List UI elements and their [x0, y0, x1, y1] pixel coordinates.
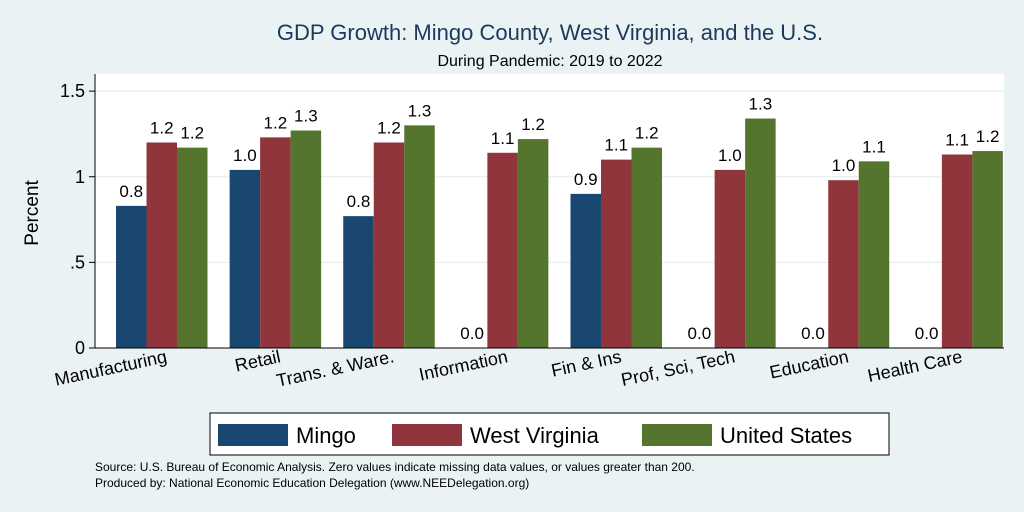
bar-value-label: 1.2 [180, 124, 204, 143]
bar [828, 180, 859, 348]
bar-value-label: 0.8 [347, 192, 371, 211]
bar-value-label: 0.0 [801, 324, 825, 343]
category-label: Education [768, 346, 850, 382]
bar [260, 137, 291, 348]
bar [858, 161, 890, 348]
bar-value-label: 0.0 [688, 324, 712, 343]
legend-label-west-virginia: West Virginia [470, 423, 600, 448]
category-label: Information [417, 346, 509, 384]
bar-value-label: 1.2 [521, 115, 545, 134]
bar [146, 142, 177, 348]
source-note: Source: U.S. Bureau of Economic Analysis… [95, 460, 695, 474]
bar [116, 205, 147, 348]
bar-value-label: 1.1 [862, 137, 886, 156]
y-axis-label: Percent [22, 180, 43, 246]
bar [601, 159, 632, 348]
legend-swatch-united-states [642, 424, 712, 446]
bar [570, 193, 601, 348]
bar-value-label: 0.0 [915, 324, 939, 343]
legend-swatch-mingo [218, 424, 288, 446]
bar-value-label: 1.3 [749, 95, 773, 114]
category-label: Fin & Ins [549, 346, 623, 380]
bar-value-label: 1.0 [718, 146, 742, 165]
bar-value-label: 1.3 [408, 101, 432, 120]
bar [290, 130, 322, 348]
bar [631, 147, 662, 348]
bar [714, 169, 746, 348]
bar [487, 152, 518, 348]
bar-value-label: 0.9 [574, 170, 598, 189]
y-tick-label: 0 [75, 338, 85, 358]
bar-value-label: 1.0 [832, 156, 856, 175]
y-tick-label: 1.5 [60, 81, 85, 101]
bar-value-label: 1.3 [294, 107, 318, 126]
category-label: Manufacturing [53, 346, 169, 389]
bar [941, 154, 973, 348]
bar-value-label: 1.2 [377, 119, 401, 138]
category-label: Prof, Sci, Tech [619, 346, 736, 390]
bar [404, 125, 435, 348]
bar-value-label: 1.1 [491, 129, 515, 148]
bar-value-label: 1.2 [150, 119, 174, 138]
legend-swatch-west-virginia [392, 424, 462, 446]
bar [229, 169, 261, 348]
bar [745, 118, 776, 349]
bar [373, 142, 405, 348]
y-tick-label: .5 [70, 252, 85, 272]
legend-label-mingo: Mingo [296, 423, 356, 448]
bar [177, 147, 208, 348]
chart-title: GDP Growth: Mingo County, West Virginia,… [277, 20, 823, 45]
y-ticks: 0 .5 1 1.5 [60, 81, 95, 358]
chart-subtitle: During Pandemic: 2019 to 2022 [437, 53, 662, 70]
producer-note: Produced by: National Economic Education… [95, 476, 529, 490]
legend-box [209, 412, 890, 456]
category-label: Trans. & Ware. [275, 346, 396, 390]
y-tick-label: 1 [75, 167, 85, 187]
bar-value-label: 1.0 [233, 146, 257, 165]
legend-label-united-states: United States [720, 423, 852, 448]
category-label: Health Care [866, 346, 964, 386]
bar [972, 151, 1003, 348]
bar-value-label: 1.2 [976, 127, 1000, 146]
legend: Mingo West Virginia United States [209, 412, 890, 456]
bar [517, 139, 549, 348]
bar [343, 216, 374, 348]
bar-value-label: 1.1 [604, 136, 628, 155]
bar-value-label: 1.2 [264, 113, 288, 132]
bar-value-label: 0.0 [460, 324, 484, 343]
data-labels: 0.8 1.2 1.2 1.0 1.2 1.3 0.8 1.2 1.3 0.0 1.1 1.2 0.9 1… [119, 95, 999, 343]
bar-value-label: 0.8 [119, 182, 143, 201]
bars [116, 118, 1003, 349]
bar-value-label: 1.1 [945, 130, 969, 149]
bar-value-label: 1.2 [635, 124, 659, 143]
